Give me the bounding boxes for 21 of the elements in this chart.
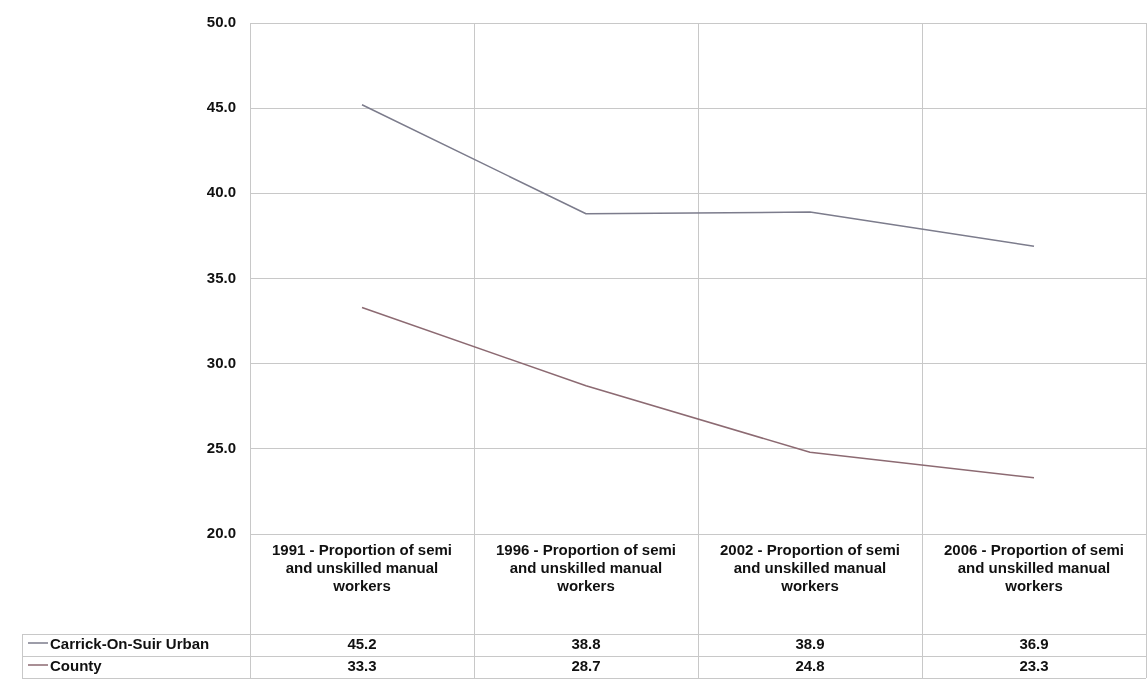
data-label: 23.3 bbox=[1019, 657, 1049, 675]
x-tick-label: 2006 - Proportion of semi and unskilled manual workers bbox=[943, 541, 1125, 595]
data-label: 38.9 bbox=[795, 635, 825, 653]
y-tick-label: 45.0 bbox=[206, 98, 236, 116]
legend-label: Carrick-On-Suir Urban bbox=[50, 635, 210, 653]
y-tick-label: 40.0 bbox=[206, 183, 236, 201]
x-tick-label: 2002 - Proportion of semi and unskilled manual workers bbox=[719, 541, 901, 595]
x-tick-label: 1991 - Proportion of semi and unskilled manual workers bbox=[271, 541, 453, 595]
y-tick-label: 25.0 bbox=[206, 438, 236, 456]
y-tick-label: 35.0 bbox=[206, 268, 236, 286]
y-tick-label: 50.0 bbox=[206, 13, 236, 31]
legend-label: County bbox=[50, 657, 103, 675]
data-label: 45.2 bbox=[347, 635, 377, 653]
data-label: 28.7 bbox=[571, 657, 601, 675]
y-tick-label: 30.0 bbox=[206, 353, 236, 371]
data-label: 36.9 bbox=[1019, 635, 1049, 653]
data-label: 33.3 bbox=[347, 657, 377, 675]
data-label: 38.8 bbox=[571, 635, 601, 653]
data-label: 24.8 bbox=[795, 657, 825, 675]
x-tick-label: 1996 - Proportion of semi and unskilled manual workers bbox=[495, 541, 677, 595]
y-tick-label: 20.0 bbox=[206, 524, 236, 542]
